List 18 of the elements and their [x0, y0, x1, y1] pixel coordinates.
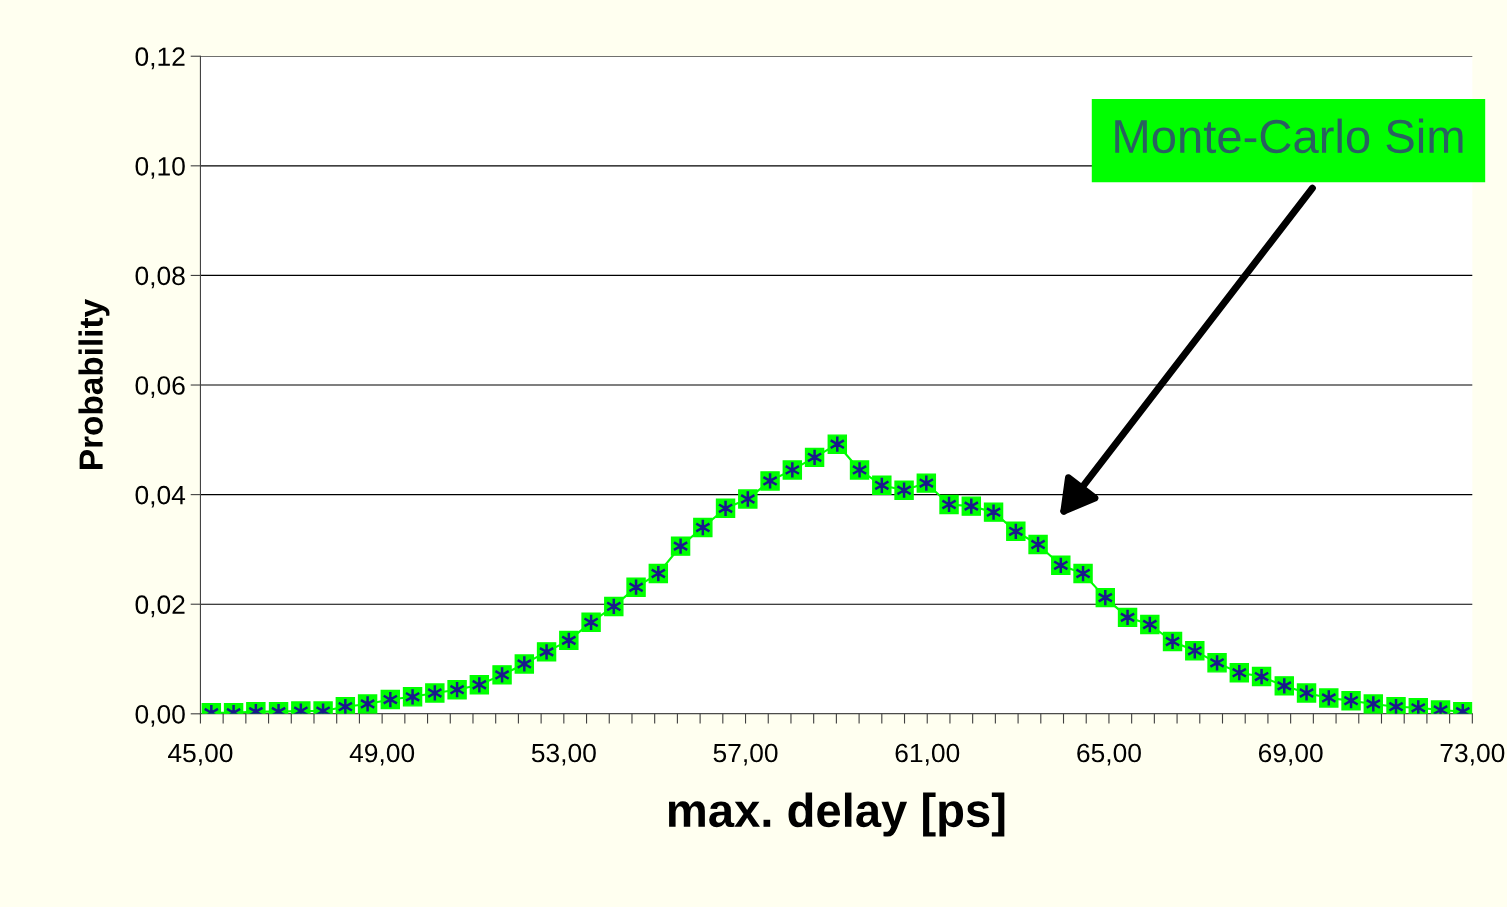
x-tick-label: 45,00: [168, 743, 233, 766]
x-tick-label: 53,00: [531, 743, 596, 766]
y-tick-label: 0,02: [135, 595, 185, 618]
x-tick-label: 61,00: [895, 743, 960, 766]
y-tick-label: 0,12: [135, 47, 185, 70]
x-tick-label: 49,00: [349, 743, 415, 766]
x-tick-label: 65,00: [1077, 743, 1141, 766]
x-tick-label: 57,00: [713, 743, 778, 766]
y-tick-label: 0,10: [135, 156, 185, 179]
x-axis-title: max. delay [ps]: [668, 792, 1005, 837]
y-tick-label: 0,00: [135, 704, 185, 727]
x-tick-label: 69,00: [1258, 743, 1323, 766]
y-tick-label: 0,06: [135, 376, 185, 398]
y-axis-title: Probability: [78, 299, 110, 469]
y-tick-label: 0,08: [135, 266, 185, 289]
x-tick-label: 73,00: [1440, 743, 1505, 766]
y-tick-label: 0,04: [135, 485, 186, 508]
annotation: Monte-Carlo Sim: [1115, 118, 1463, 154]
